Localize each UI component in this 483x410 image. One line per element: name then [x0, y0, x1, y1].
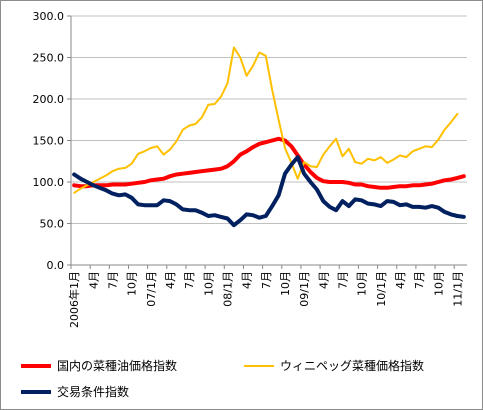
x-tick-label: 4月: [394, 271, 407, 289]
legend-swatch-yellow: [244, 364, 274, 367]
x-tick-label: 10月: [126, 271, 139, 296]
x-tick-label: 4月: [317, 271, 330, 289]
x-tick-label: 2006年1月: [67, 271, 81, 328]
series-line-winnipeg-rapeseed: [73, 46, 459, 194]
x-tick-label: 4月: [241, 271, 254, 289]
x-tick-label: 10月: [202, 271, 215, 296]
x-tick-label: 07/1月: [145, 271, 158, 307]
x-tick-label: 7月: [413, 271, 426, 289]
x-tick-label: 7月: [107, 271, 120, 289]
y-tick-label: 150.0: [33, 135, 65, 148]
legend-label: ウィニペッグ菜種価格指数: [280, 359, 425, 373]
legend-item-domestic-rapeseed-oil: 国内の菜種油価格指数: [21, 357, 177, 374]
legend-item-terms-of-trade: 交易条件指数: [21, 383, 129, 400]
x-tick-label: 10月: [432, 271, 445, 296]
x-axis: 2006年1月 4月 7月 10月 07/1月 4月 7月 10月 08/1月 4月 7月 10月 09…: [67, 264, 467, 328]
x-tick-label: 10月: [356, 271, 369, 296]
line-chart: 0.0 50.0 100.0 150.0 200.0 250.0 300.0 2006年1月…: [33, 10, 467, 328]
x-tick-label: 09/1月: [298, 271, 311, 307]
x-tick-label: 08/1月: [221, 271, 234, 307]
y-tick-label: 200.0: [33, 93, 65, 106]
series-lines: [72, 46, 466, 228]
series-line-domestic-rapeseed-oil: [72, 136, 466, 190]
x-tick-label: 10月: [279, 271, 292, 296]
y-tick-label: 300.0: [33, 10, 65, 23]
x-tick-label: 10/1月: [375, 271, 388, 307]
y-tick-label: 100.0: [33, 176, 65, 189]
x-tick-label: 4月: [87, 271, 100, 289]
y-tick-label: 250.0: [33, 52, 65, 65]
x-tick-label: 7月: [336, 271, 349, 289]
legend-swatch-red: [21, 363, 51, 368]
legend-label: 国内の菜種油価格指数: [57, 359, 178, 373]
y-axis-ticks: 0.0 50.0 100.0 150.0 200.0 250.0 300.0: [33, 10, 72, 272]
series-line-terms-of-trade: [72, 155, 466, 228]
x-tick-label: 7月: [183, 271, 196, 289]
x-tick-label: 11/1月: [451, 271, 464, 307]
legend-swatch-navy: [21, 389, 51, 394]
legend-item-winnipeg-rapeseed: ウィニペッグ菜種価格指数: [244, 357, 424, 374]
legend-label: 交易条件指数: [57, 385, 130, 399]
x-tick-label: 7月: [260, 271, 273, 289]
x-tick-label: 4月: [164, 271, 177, 289]
y-tick-label: 0.0: [47, 259, 65, 272]
y-tick-label: 50.0: [40, 218, 65, 231]
